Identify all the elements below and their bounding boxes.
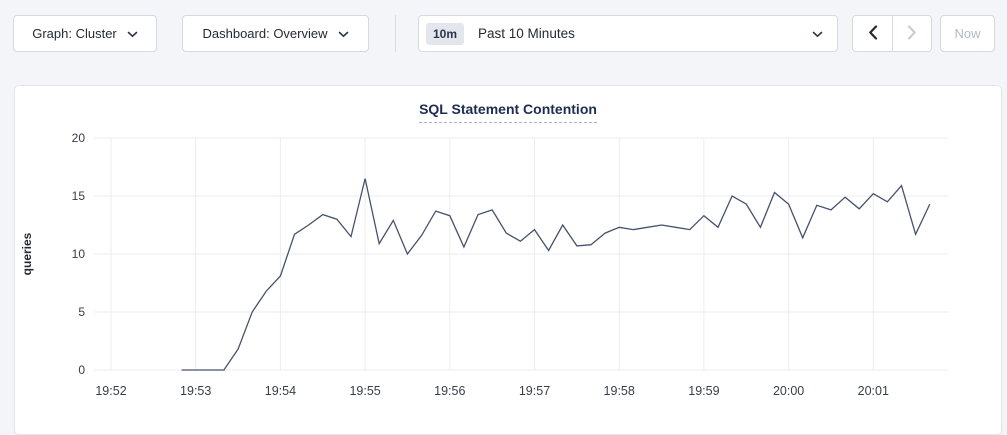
x-tick-label: 19:58 xyxy=(604,384,635,398)
time-step-button-group xyxy=(852,15,932,52)
x-tick-label: 19:52 xyxy=(95,384,126,398)
time-range-picker[interactable]: 10m Past 10 Minutes xyxy=(418,15,838,52)
chevron-down-icon xyxy=(812,25,823,43)
dashboard-dropdown-label: Dashboard: Overview xyxy=(202,26,328,41)
time-range-label: Past 10 Minutes xyxy=(478,26,575,41)
x-tick-label: 20:01 xyxy=(858,384,889,398)
chart-panel: SQL Statement Contention 0 5 10 15 20 19:52 19… xyxy=(14,85,1002,435)
x-tick-label: 19:54 xyxy=(265,384,296,398)
y-axis-label: queries xyxy=(20,232,34,275)
graph-dropdown-label: Graph: Cluster xyxy=(32,26,117,41)
dashboard-dropdown[interactable]: Dashboard: Overview xyxy=(182,15,369,52)
toolbar: Graph: Cluster Dashboard: Overview 10m P… xyxy=(0,0,1007,52)
x-tick-label: 19:53 xyxy=(180,384,211,398)
time-range-badge: 10m xyxy=(426,22,465,45)
y-tick-label: 10 xyxy=(72,247,86,261)
now-button[interactable]: Now xyxy=(940,15,995,52)
chevron-down-icon xyxy=(127,26,138,41)
sql-statement-contention-chart[interactable]: 0 5 10 15 20 19:52 19:53 19:54 19:55 19:56 19:57 19… xyxy=(15,128,1002,430)
toolbar-divider xyxy=(395,15,396,52)
y-tick-label: 5 xyxy=(78,305,85,319)
y-tick-label: 0 xyxy=(78,363,85,377)
x-tick-label: 19:57 xyxy=(519,384,550,398)
chart-title[interactable]: SQL Statement Contention xyxy=(419,101,597,123)
graph-dropdown[interactable]: Graph: Cluster xyxy=(13,15,157,52)
x-tick-label: 19:55 xyxy=(349,384,380,398)
chevron-down-icon xyxy=(338,26,349,41)
next-interval-button[interactable] xyxy=(892,16,931,51)
y-tick-label: 20 xyxy=(72,131,86,145)
prev-interval-button[interactable] xyxy=(853,16,892,51)
chevron-left-icon xyxy=(868,24,878,43)
chart-title-row: SQL Statement Contention xyxy=(15,101,1001,125)
chevron-right-icon xyxy=(907,24,917,43)
y-tick-label: 15 xyxy=(72,189,86,203)
x-tick-label: 20:00 xyxy=(773,384,804,398)
x-tick-label: 19:59 xyxy=(688,384,719,398)
x-tick-label: 19:56 xyxy=(434,384,465,398)
chart-line xyxy=(181,178,931,371)
